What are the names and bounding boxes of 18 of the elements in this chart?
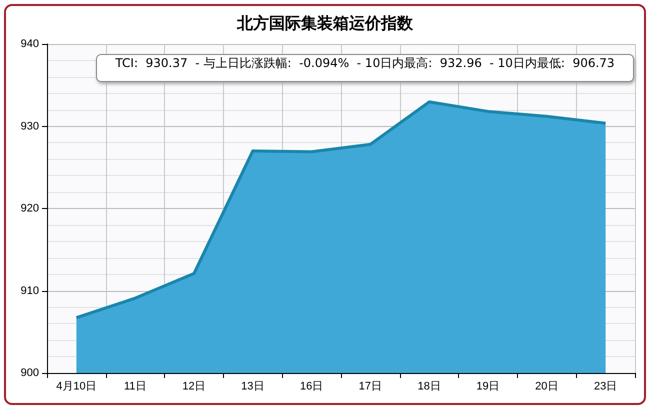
x-tick-label: 16日 <box>300 380 324 392</box>
chart-title: 北方国际集装箱运价指数 <box>236 14 414 32</box>
x-tick-label: 23日 <box>594 380 618 392</box>
y-tick-label: 940 <box>20 38 39 50</box>
y-tick-label: 900 <box>20 367 39 379</box>
x-tick-label: 18日 <box>418 380 441 392</box>
x-tick-label: 4月10日 <box>56 380 97 392</box>
x-tick-label: 12日 <box>182 380 206 392</box>
annotation: TCI: 930.37 - 与上日比涨跌幅: -0.094% - 10日内最高: 932.96 - 10日内最低: 906.73 <box>115 56 615 70</box>
x-tick-label: 20日 <box>535 380 558 392</box>
x-tick-label: 19日 <box>476 380 500 392</box>
callout-box: TCI: 930.37 - 与上日比涨跌幅: -0.094% - 10日内最高: 932.96 - 10日内最低: 906.73 <box>96 54 634 82</box>
y-tick-label: 930 <box>20 120 39 132</box>
y-tick-label: 920 <box>20 202 39 214</box>
y-tick-label: 910 <box>20 284 39 297</box>
x-tick-label: 17日 <box>358 380 382 392</box>
x-tick-label: 11日 <box>124 380 146 392</box>
x-tick-label: 13日 <box>241 380 264 392</box>
